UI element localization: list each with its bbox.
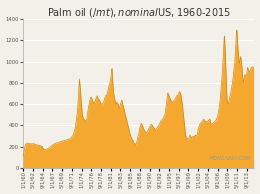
Title: Palm oil ($/mt), nominal $US, 1960-2015: Palm oil ($/mt), nominal $US, 1960-2015: [47, 6, 231, 19]
Text: MONGABAY.COM: MONGABAY.COM: [210, 156, 251, 160]
